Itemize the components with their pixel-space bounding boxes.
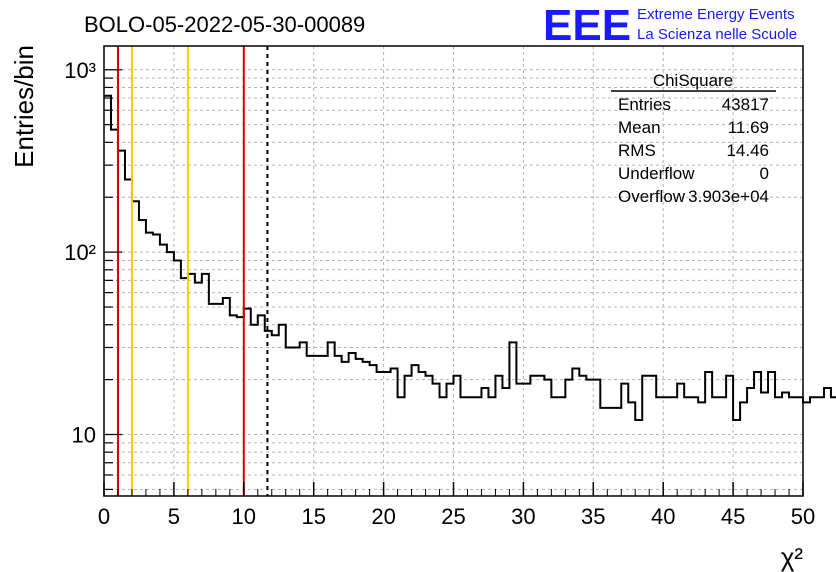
histogram [104,94,836,422]
y-tick-label: 10² [64,240,96,265]
stats-value-rms: 14.46 [726,141,769,160]
grid [104,46,803,496]
stats-label-rms: RMS [618,141,656,160]
x-tick-label: 10 [232,504,256,529]
x-tick-label: 40 [651,504,675,529]
x-tick-label: 15 [301,504,325,529]
stats-label-overflow: Overflow [618,187,686,206]
x-tick-label: 5 [168,504,180,529]
stats-title: ChiSquare [653,71,733,90]
run-id-title: BOLO-05-2022-05-30-00089 [84,12,365,37]
histogram-series [104,94,836,422]
y-axis-label: Entries/bin [9,45,39,168]
x-axis-label: χ² [781,542,804,572]
stats-value-entries: 43817 [722,95,769,114]
stats-value-overflow: 3.903e+04 [688,187,769,206]
project-subtitle: La Scienza nelle Scuole [637,26,797,43]
stats-value-underflow: 0 [760,164,769,183]
project-name: Extreme Energy Events [637,6,795,23]
cut-lines [116,46,269,496]
stats-value-mean: 11.69 [728,118,769,137]
y-tick-label: 10 [72,422,96,447]
x-tick-label: 0 [98,504,110,529]
x-tick-label: 35 [581,504,605,529]
x-tick-label: 20 [371,504,395,529]
stats-box: ChiSquare Entries 43817 Mean 11.69 RMS 1… [611,71,776,206]
x-tick-label: 30 [511,504,535,529]
x-tick-label: 45 [721,504,745,529]
stats-label-mean: Mean [618,118,661,137]
y-tick-label: 10³ [64,58,96,83]
axes: 0 5 10 15 20 25 30 35 40 45 50 10 10² 10³ [64,58,815,529]
stats-label-underflow: Underflow [618,164,695,183]
x-tick-label: 25 [441,504,465,529]
x-tick-label: 50 [791,504,815,529]
eee-logo: EEE [543,1,631,50]
stats-label-entries: Entries [618,95,671,114]
